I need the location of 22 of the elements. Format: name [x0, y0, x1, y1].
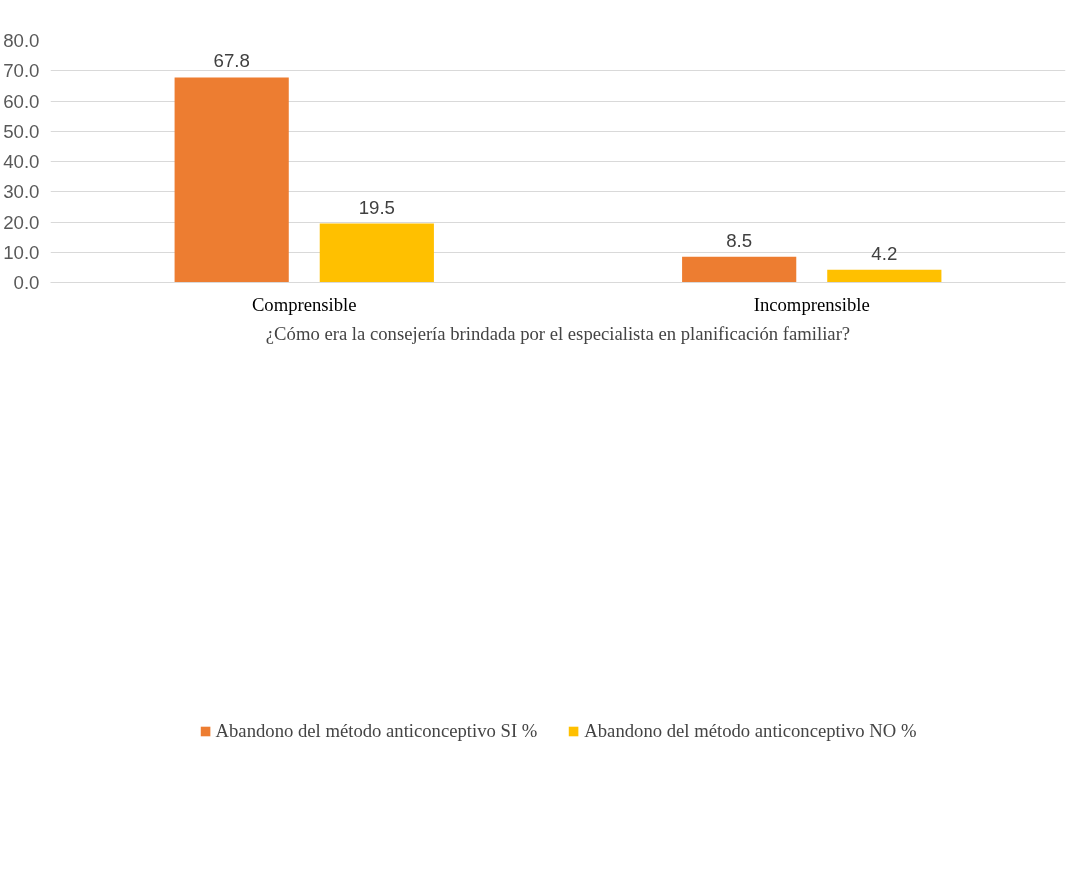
bar	[827, 269, 942, 283]
legend-label: Abandono del método anticonceptivo NO %	[584, 719, 917, 742]
data-label: 19.5	[358, 196, 395, 218]
y-tick-label: 20.0	[3, 211, 40, 233]
x-axis-title: ¿Cómo era la consejería brindada por el especialista en planificación familiar?	[265, 322, 851, 344]
x-tick-label: Comprensible	[251, 293, 357, 315]
y-tick-label: 80.0	[3, 30, 40, 51]
bar	[319, 223, 434, 283]
y-tick-label: 0.0	[13, 272, 40, 293]
data-label: 67.8	[213, 50, 250, 72]
data-label: 8.5	[726, 229, 753, 251]
legend-label: Abandono del método anticonceptivo SI %	[215, 719, 538, 742]
y-tick-label: 10.0	[3, 241, 40, 263]
bar	[174, 77, 289, 283]
y-tick-label: 60.0	[3, 90, 40, 112]
y-tick-label: 50.0	[3, 120, 40, 142]
data-label: 4.2	[871, 242, 898, 264]
bar	[682, 256, 797, 283]
y-tick-label: 40.0	[3, 151, 40, 172]
y-tick-label: 70.0	[3, 60, 40, 82]
x-tick-label: Incomprensible	[753, 293, 870, 315]
y-tick-label: 30.0	[3, 181, 40, 203]
